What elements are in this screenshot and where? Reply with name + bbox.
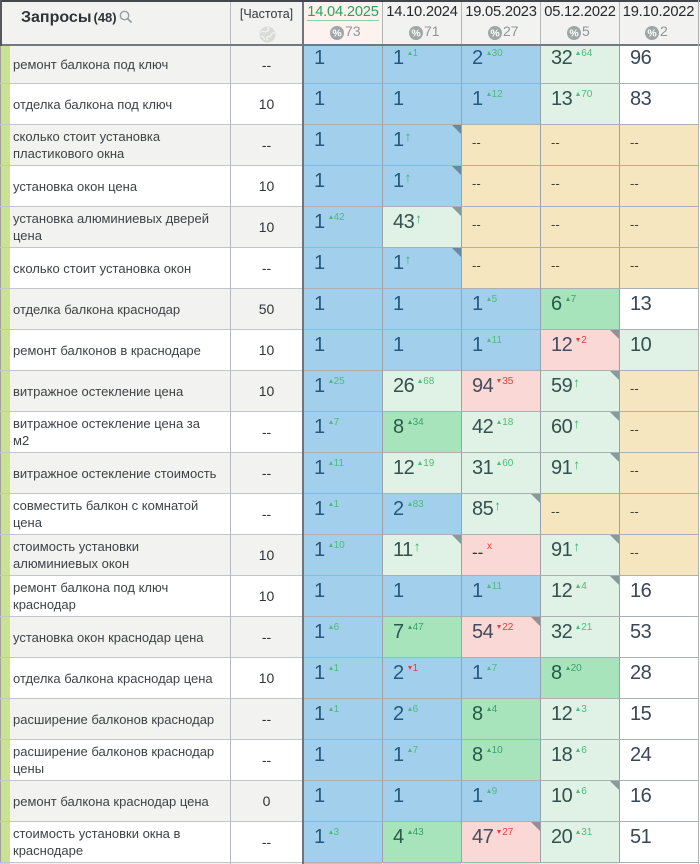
svg-text:%: %	[490, 28, 500, 40]
svg-text:%: %	[411, 28, 421, 40]
svg-text:%: %	[332, 28, 342, 40]
svg-text:%: %	[647, 28, 657, 40]
svg-text:%: %	[569, 28, 579, 40]
